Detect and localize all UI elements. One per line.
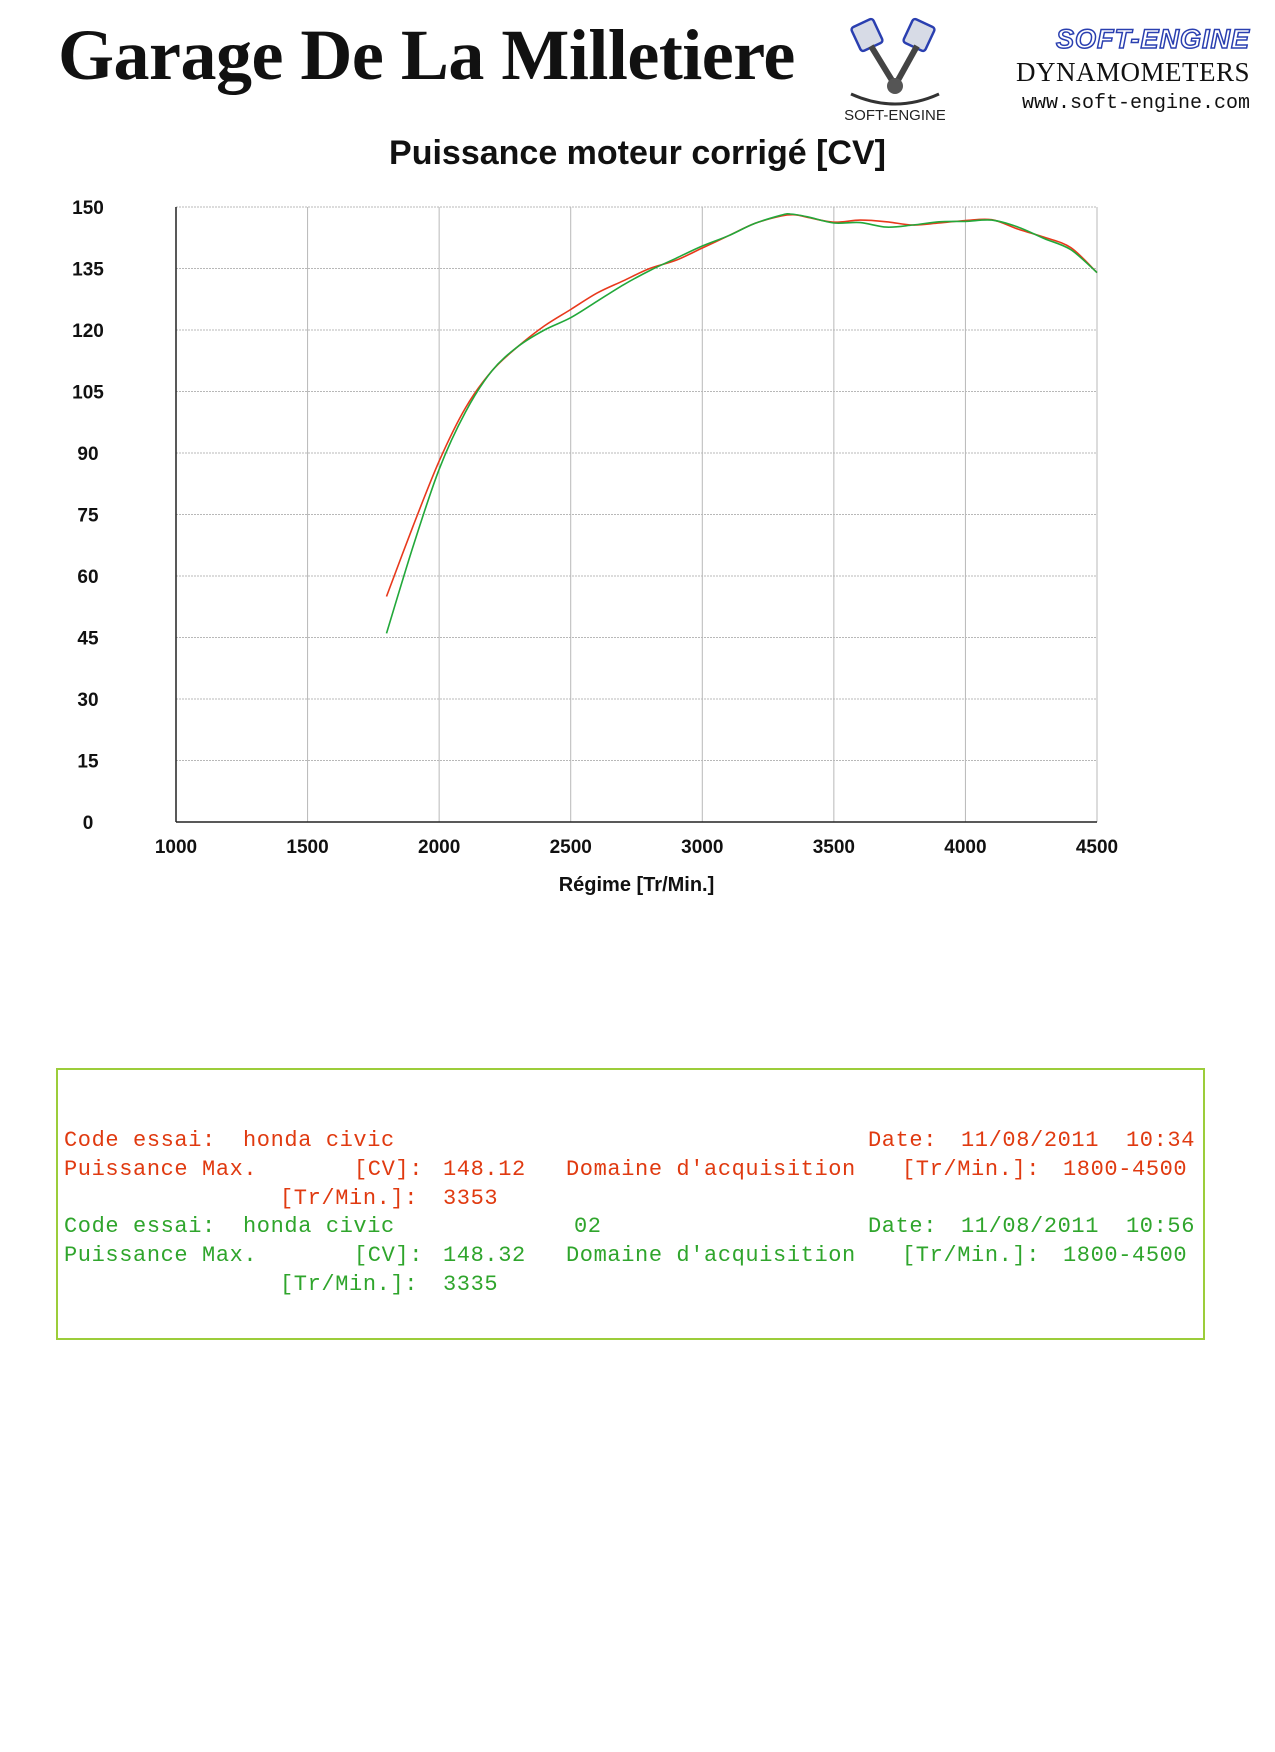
run1-domain-unit: [Tr/Min.]: [902, 1157, 1041, 1182]
run1-cv-unit: [CV]: [354, 1157, 424, 1182]
x-tick-label: 4500 [1076, 837, 1118, 858]
run1-code-label: Code essai: [64, 1128, 216, 1153]
series-line-run1 [385, 213, 1098, 597]
run1-rpm-value: 3353 [443, 1186, 499, 1211]
y-tick-label: 75 [77, 506, 99, 527]
run1-pmax-label: Puissance Max. [64, 1157, 258, 1182]
x-tick-label: 3000 [681, 837, 723, 858]
y-tick-label: 60 [77, 567, 98, 588]
run2-domain-unit: [Tr/Min.]: [902, 1243, 1041, 1268]
run1-date-label: Date: [868, 1128, 938, 1153]
x-tick-label: 1000 [155, 837, 197, 858]
run2-date-value: 11/08/2011 [961, 1214, 1100, 1239]
run2-cv-value: 148.32 [443, 1243, 526, 1268]
page-title: Garage De La Milletiere [58, 15, 795, 95]
y-tick-label: 15 [77, 752, 99, 773]
y-tick-label: 90 [77, 444, 98, 465]
run1-code-value: honda civic [243, 1128, 395, 1153]
run2-rpm-value: 3335 [443, 1272, 499, 1297]
series-line-run2 [385, 213, 1098, 634]
y-tick-label: 135 [72, 260, 104, 281]
run1-date-value: 11/08/2011 [961, 1128, 1100, 1153]
logo-text: SOFT-ENGINE [845, 107, 945, 124]
x-axis-label: Régime [Tr/Min.] [559, 874, 715, 896]
run2-time-value: 10:56 [1126, 1214, 1196, 1239]
run2-cv-unit: [CV]: [354, 1243, 424, 1268]
y-tick-label: 0 [83, 813, 94, 834]
x-tick-label: 4000 [944, 837, 986, 858]
brand-url: www.soft-engine.com [1021, 92, 1250, 115]
run1-time-value: 10:34 [1126, 1128, 1196, 1153]
chart-title: Puissance moteur corrigé [CV] [389, 134, 886, 172]
power-chart: 1000 1500 2000 2500 3000 3500 4000 4500 0 15 30 45 6… [72, 198, 1118, 896]
y-tick-label: 120 [72, 321, 104, 342]
run2-rpm-unit: [Tr/Min.]: [280, 1272, 419, 1297]
brand-subtitle: DYNAMOMETERS [1015, 57, 1250, 87]
results-box: Code essai: honda civic Date: 11/08/2011… [56, 1068, 1205, 1340]
x-tick-label: 2500 [550, 837, 592, 858]
run2-pmax-label: Puissance Max. [64, 1243, 258, 1268]
brand-name: SOFT-ENGINE [1055, 23, 1250, 55]
run1-domain-label: Domaine d'acquisition [566, 1157, 856, 1182]
soft-engine-logo: SOFT-ENGINE [845, 17, 945, 124]
run2-date-label: Date: [868, 1214, 938, 1239]
run2-domain-value: 1800-4500 [1063, 1243, 1188, 1268]
y-tick-label: 45 [77, 629, 99, 650]
run2-code-label: Code essai: [64, 1214, 216, 1239]
x-tick-label: 1500 [286, 837, 328, 858]
run2-code-value: honda civic [243, 1214, 395, 1239]
y-tick-label: 30 [77, 690, 98, 711]
piston-icon [850, 17, 940, 106]
x-tick-label: 2000 [418, 837, 460, 858]
y-tick-label: 150 [72, 198, 104, 219]
run1-domain-value: 1800-4500 [1063, 1157, 1188, 1182]
run2-code-num: 02 [574, 1214, 602, 1239]
run1-cv-value: 148.12 [443, 1157, 526, 1182]
run2-domain-label: Domaine d'acquisition [566, 1243, 856, 1268]
y-tick-label: 105 [72, 383, 104, 404]
run1-rpm-unit: [Tr/Min.]: [280, 1186, 419, 1211]
x-tick-label: 3500 [813, 837, 855, 858]
brand-block: SOFT-ENGINE DYNAMOMETERS www.soft-engine… [970, 23, 1250, 115]
